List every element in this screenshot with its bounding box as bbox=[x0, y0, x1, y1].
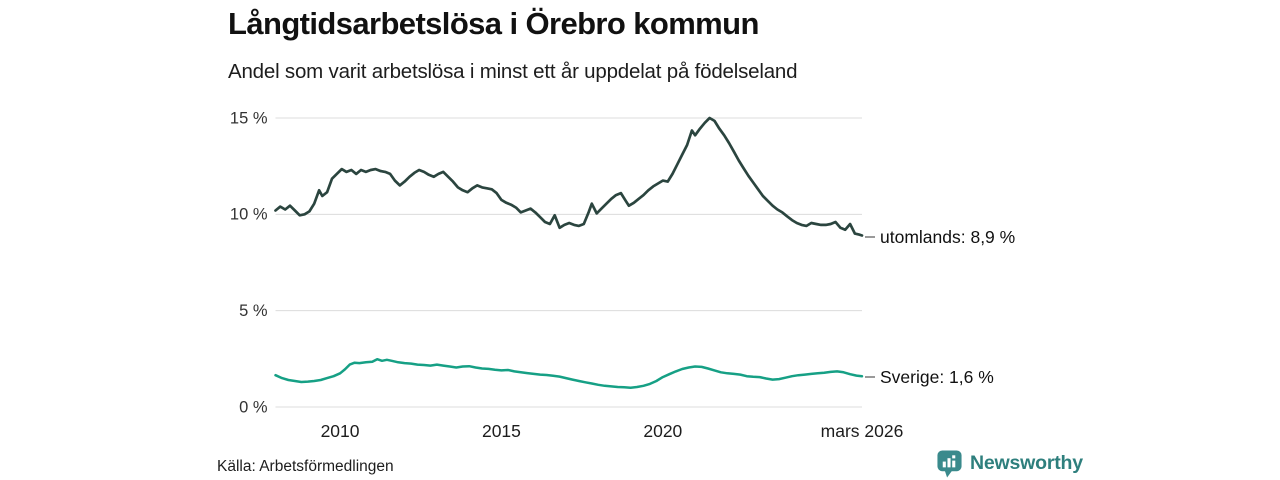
x-tick-label: 2010 bbox=[321, 421, 360, 441]
series-end-label-utomlands: utomlands: 8,9 % bbox=[865, 226, 1015, 248]
x-tick-label: 2015 bbox=[482, 421, 521, 441]
chart-subtitle: Andel som varit arbetslösa i minst ett å… bbox=[228, 60, 798, 83]
y-tick-label: 15 % bbox=[230, 109, 268, 127]
source-note: Källa: Arbetsförmedlingen bbox=[217, 458, 394, 475]
label-connector-dash bbox=[865, 236, 875, 238]
y-tick-label: 5 % bbox=[239, 302, 268, 320]
y-tick-label: 0 % bbox=[239, 398, 268, 416]
chart-title: Långtidsarbetslösa i Örebro kommun bbox=[228, 6, 759, 41]
newsworthy-wordmark: Newsworthy bbox=[970, 452, 1083, 474]
label-connector-dash bbox=[865, 376, 875, 378]
y-tick-label: 10 % bbox=[230, 206, 268, 224]
logo-bubble-tail bbox=[944, 470, 953, 478]
series-end-label-text: Sverige: 1,6 % bbox=[880, 366, 994, 387]
series-end-label-text: utomlands: 8,9 % bbox=[880, 226, 1016, 247]
series-end-label-sverige: Sverige: 1,6 % bbox=[865, 366, 994, 388]
series-line-sverige bbox=[274, 357, 864, 389]
newsworthy-bar-chart-icon bbox=[937, 450, 962, 478]
x-tick-label: mars 2026 bbox=[821, 421, 904, 441]
x-tick-label: 2020 bbox=[643, 421, 682, 441]
series-line-utomlands bbox=[274, 116, 864, 237]
newsworthy-logo: Newsworthy bbox=[936, 449, 1083, 478]
